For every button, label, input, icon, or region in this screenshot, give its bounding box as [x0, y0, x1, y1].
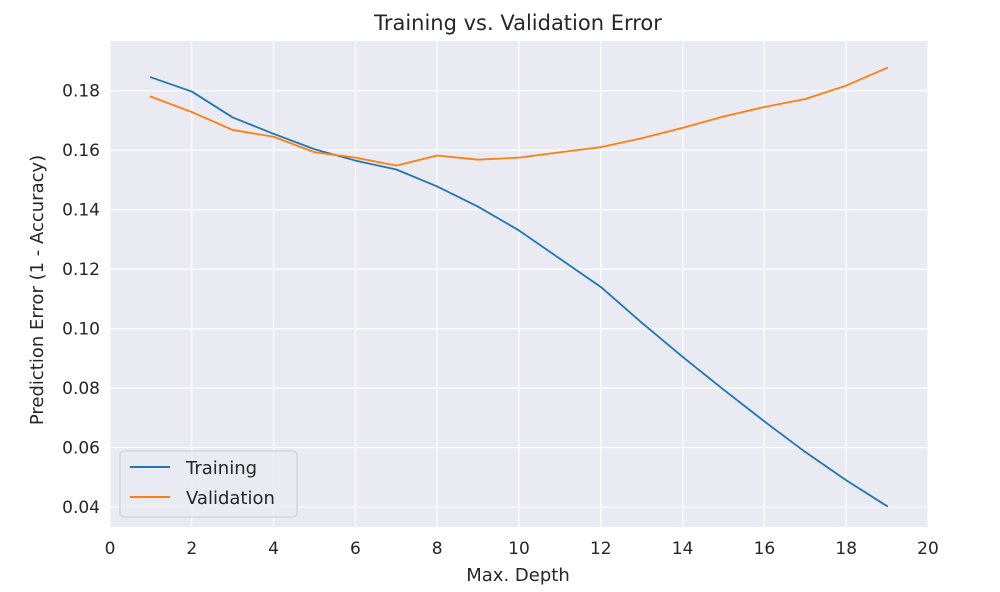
legend-label-training: Training: [185, 458, 257, 479]
data-point-validation: [354, 156, 357, 159]
data-point-training: [681, 355, 684, 358]
x-tick-label: 18: [835, 539, 857, 559]
x-tick-label: 12: [590, 539, 612, 559]
data-point-training: [395, 168, 398, 171]
y-tick-label: 0.12: [62, 260, 100, 280]
y-axis-label: Prediction Error (1 - Accuracy): [27, 155, 48, 425]
x-tick-label: 10: [508, 539, 530, 559]
x-tick-label: 4: [268, 539, 279, 559]
data-point-validation: [763, 106, 766, 108]
data-point-validation: [640, 137, 643, 140]
data-point-training: [354, 159, 357, 162]
y-tick-label: 0.04: [62, 498, 100, 518]
series-points-validation: [150, 66, 888, 167]
y-tick-label: 0.18: [62, 82, 100, 102]
data-point-training: [518, 229, 520, 232]
data-point-validation: [681, 126, 684, 129]
data-point-training: [640, 321, 643, 324]
data-point-validation: [804, 98, 807, 100]
y-tick-label: 0.06: [62, 439, 100, 459]
data-point-training: [845, 479, 848, 482]
y-tick-label: 0.08: [62, 379, 100, 399]
y-tick-label: 0.16: [62, 141, 100, 161]
data-point-validation: [518, 156, 520, 159]
x-tick-label: 6: [350, 539, 361, 559]
data-point-training: [763, 420, 766, 423]
x-tick-label: 8: [432, 539, 443, 559]
data-point-validation: [272, 135, 275, 138]
data-point-training: [804, 451, 807, 453]
data-point-validation: [477, 158, 479, 161]
data-point-validation: [559, 151, 561, 154]
x-axis-ticks: 0 2 4 6 8 10 12 14 16 18 20: [105, 539, 939, 559]
data-point-validation: [722, 115, 725, 118]
y-tick-label: 0.14: [62, 201, 100, 221]
x-tick-label: 2: [186, 539, 197, 559]
data-point-validation: [886, 66, 888, 69]
data-point-training: [886, 505, 888, 508]
x-tick-label: 20: [917, 539, 939, 559]
data-point-training: [722, 388, 725, 391]
data-point-validation: [190, 111, 193, 113]
data-point-validation: [231, 129, 234, 131]
data-point-training: [436, 185, 439, 188]
data-point-training: [150, 76, 152, 79]
data-point-validation: [150, 95, 152, 98]
chart-title: Training vs. Validation Error: [373, 11, 662, 35]
data-point-validation: [313, 151, 316, 154]
data-point-validation: [436, 154, 439, 157]
y-axis-ticks: 0.04 0.06 0.08 0.10 0.12 0.14 0.16 0.18: [62, 82, 100, 518]
series-lines: [149, 66, 888, 508]
data-point-training: [313, 148, 316, 151]
data-point-validation: [395, 164, 398, 167]
x-tick-label: 14: [672, 539, 694, 559]
data-point-training: [599, 286, 602, 288]
data-point-validation: [845, 84, 848, 87]
data-point-validation: [599, 146, 602, 149]
data-point-training: [272, 132, 275, 135]
legend: Training Validation: [119, 450, 298, 518]
y-tick-label: 0.10: [62, 320, 100, 340]
data-point-training: [559, 257, 561, 260]
data-point-training: [477, 205, 479, 208]
x-tick-label: 0: [105, 539, 116, 559]
x-tick-label: 16: [754, 539, 776, 559]
data-point-training: [231, 116, 234, 119]
grid-lines: [109, 41, 929, 527]
legend-label-validation: Validation: [186, 488, 275, 509]
series-points-training: [150, 76, 888, 508]
x-axis-label: Max. Depth: [466, 565, 569, 586]
data-point-training: [190, 90, 193, 93]
